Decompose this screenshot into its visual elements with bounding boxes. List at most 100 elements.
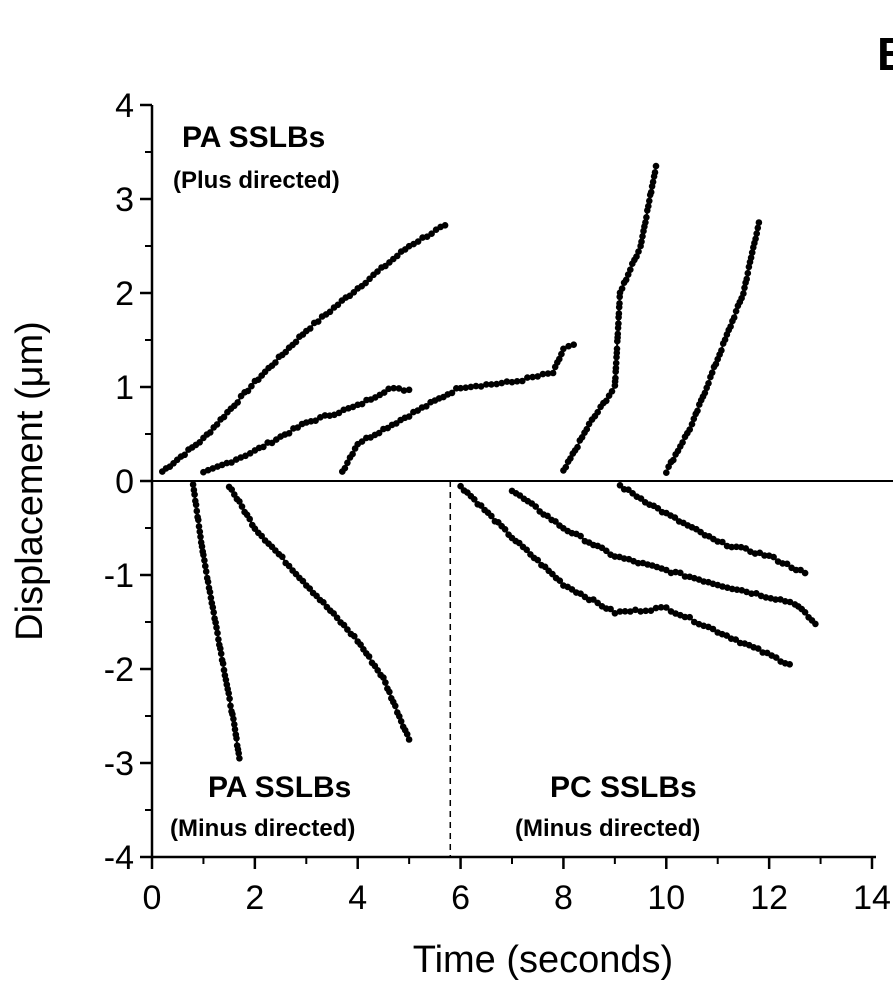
data-point (196, 439, 203, 446)
data-point (215, 636, 222, 643)
data-point (238, 503, 246, 510)
data-point (719, 538, 726, 546)
data-point (230, 715, 237, 723)
x-tick-label: 2 (245, 879, 264, 917)
data-point (467, 383, 475, 391)
data-point (748, 590, 755, 597)
data-point (374, 268, 381, 275)
data-point (385, 385, 392, 393)
trajectory-1 (159, 222, 449, 475)
data-point (477, 383, 485, 390)
data-point (529, 373, 536, 381)
annotation-pa-plus-subtitle: (Plus directed) (173, 167, 340, 194)
data-point (351, 632, 358, 640)
data-point (801, 609, 809, 616)
data-point (615, 310, 623, 317)
data-point (534, 556, 541, 564)
data-point (513, 378, 521, 385)
data-point (647, 188, 655, 196)
data-point (583, 425, 591, 433)
data-point (742, 545, 750, 552)
data-point (217, 650, 225, 657)
data-point (201, 557, 208, 564)
data-point (556, 577, 564, 584)
data-point (616, 300, 623, 307)
data-point (405, 386, 413, 394)
data-point (192, 501, 200, 509)
data-point (395, 385, 403, 392)
data-point (627, 608, 634, 615)
data-point (380, 674, 387, 681)
x-tick-label: 14 (853, 879, 891, 917)
data-point (200, 551, 207, 559)
y-tick-label: 4 (115, 87, 134, 125)
data-point (397, 718, 405, 725)
data-point (649, 178, 657, 186)
data-point (236, 755, 243, 762)
data-point (213, 624, 220, 631)
data-point (534, 373, 541, 380)
data-point (634, 559, 642, 567)
data-point (196, 528, 204, 535)
data-point (380, 389, 388, 396)
data-point (358, 438, 366, 445)
y-axis-title: Displacement (μm) (9, 321, 51, 641)
data-point (574, 443, 581, 451)
data-point (306, 325, 314, 332)
data-point (681, 573, 689, 580)
y-tick-label: -1 (104, 557, 134, 595)
data-point (652, 604, 660, 612)
trajectory-line (665, 222, 760, 474)
data-point (193, 507, 201, 515)
data-point (565, 342, 572, 350)
data-point (248, 382, 255, 390)
data-point (740, 290, 747, 297)
data-point (612, 364, 620, 372)
data-point (227, 702, 234, 710)
data-point (207, 594, 215, 602)
data-point (349, 450, 356, 458)
data-point (493, 380, 500, 388)
data-point (235, 750, 242, 757)
data-point (285, 562, 293, 570)
data-point (403, 730, 411, 738)
data-point (772, 654, 780, 661)
trajectory-2 (200, 384, 413, 476)
data-point (523, 546, 530, 554)
series-layer (159, 162, 819, 762)
data-point (786, 661, 793, 668)
data-point (390, 384, 398, 392)
data-point (524, 374, 531, 381)
x-tick-label: 4 (348, 879, 367, 917)
panel-label: B (877, 28, 893, 80)
data-point (210, 609, 217, 616)
x-tick-label: 0 (143, 879, 162, 917)
trajectory-10 (616, 482, 809, 577)
data-point (643, 214, 650, 221)
data-point (637, 608, 644, 615)
data-point (508, 378, 516, 386)
data-point (483, 381, 490, 388)
data-point (198, 543, 206, 550)
data-point (671, 514, 679, 521)
data-point (405, 736, 413, 743)
data-point (405, 413, 413, 420)
annotation-pa-minus-title: PA SSLBs (208, 771, 351, 804)
data-point (621, 608, 629, 615)
data-point (312, 417, 319, 425)
data-point (549, 369, 557, 377)
data-point (488, 381, 495, 388)
data-point (754, 224, 762, 232)
data-point (654, 505, 662, 512)
data-point (718, 347, 725, 354)
data-point (326, 308, 334, 316)
data-point (744, 269, 752, 277)
data-point (233, 735, 240, 742)
trajectory-6 (189, 481, 243, 762)
data-point (670, 456, 677, 464)
x-tick-label: 10 (647, 879, 685, 917)
data-point (214, 629, 221, 637)
data-point (272, 359, 279, 366)
data-point (448, 389, 456, 397)
